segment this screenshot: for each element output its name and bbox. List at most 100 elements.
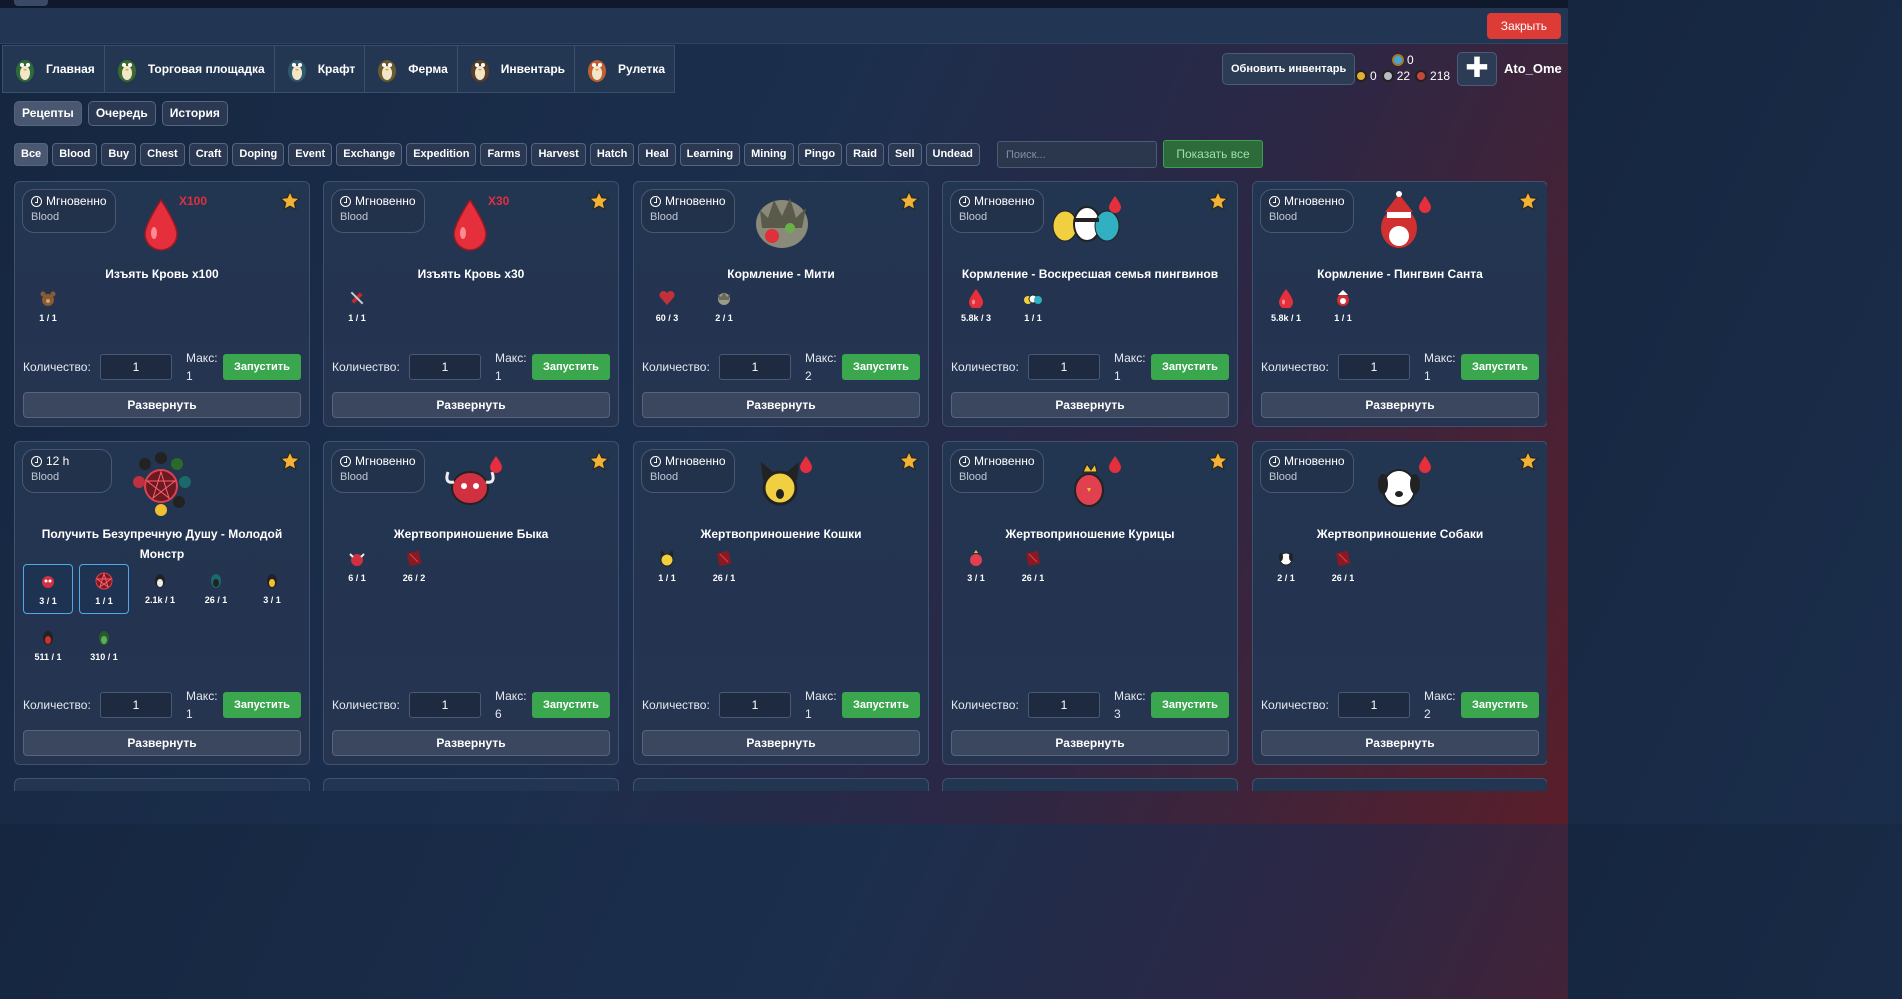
ingredient[interactable]: 3 / 1 [23, 564, 73, 614]
ingredient[interactable]: 1 / 1 [1008, 282, 1058, 332]
refresh-inventory-button[interactable]: Обновить инвентарь [1222, 53, 1356, 85]
filter-chest[interactable]: Chest [140, 143, 185, 166]
filter-craft[interactable]: Craft [188, 143, 229, 166]
quantity-input[interactable] [1028, 692, 1100, 718]
ingredient[interactable]: 26 / 1 [191, 564, 241, 614]
run-button[interactable]: Запустить [842, 692, 920, 718]
ingredient[interactable]: 1 / 1 [1318, 282, 1368, 332]
ingredient[interactable]: 1 / 1 [332, 282, 382, 332]
run-button[interactable]: Запустить [223, 692, 301, 718]
quantity-input[interactable] [1338, 692, 1410, 718]
close-button[interactable]: Закрыть [1486, 13, 1561, 39]
run-button[interactable]: Запустить [1461, 692, 1539, 718]
expand-button[interactable]: Развернуть [642, 730, 920, 756]
expand-button[interactable]: Развернуть [23, 392, 301, 418]
ingredient[interactable]: 1 / 1 [642, 542, 692, 592]
run-button[interactable]: Запустить [1151, 692, 1229, 718]
favorite-star-icon[interactable] [897, 449, 921, 472]
ingredient[interactable]: 5.8k / 1 [1261, 282, 1311, 332]
filter-exchange[interactable]: Exchange [336, 143, 403, 166]
search-input[interactable] [997, 141, 1157, 168]
quantity-input[interactable] [719, 692, 791, 718]
quantity-input[interactable] [409, 354, 481, 380]
favorite-star-icon[interactable] [587, 189, 611, 212]
ingredient[interactable]: 26 / 1 [1008, 542, 1058, 592]
favorite-star-icon[interactable] [1516, 189, 1540, 212]
expand-button[interactable]: Развернуть [23, 730, 301, 756]
quantity-input[interactable] [409, 692, 481, 718]
filter-mining[interactable]: Mining [744, 143, 794, 166]
filter-buy[interactable]: Buy [101, 143, 137, 166]
favorite-star-icon[interactable] [897, 189, 921, 212]
window-handle[interactable] [14, 0, 48, 6]
penguin-family-icon [1023, 288, 1043, 308]
ingredient[interactable]: 310 / 1 [79, 621, 129, 671]
expand-button[interactable]: Развернуть [951, 730, 1229, 756]
filter-blood[interactable]: Blood [52, 143, 98, 166]
nav-tab-0[interactable]: Главная [2, 45, 105, 93]
ingredient[interactable]: 26 / 2 [389, 542, 439, 592]
favorite-star-icon[interactable] [278, 189, 302, 212]
nav-tab-3[interactable]: Ферма [364, 45, 458, 93]
ingredient[interactable]: 26 / 1 [699, 542, 749, 592]
quantity-input[interactable] [100, 354, 172, 380]
show-all-button[interactable]: Показать все [1163, 140, 1263, 168]
ingredient[interactable]: 60 / 3 [642, 282, 692, 332]
filter-undead[interactable]: Undead [925, 143, 980, 166]
run-button[interactable]: Запустить [532, 354, 610, 380]
favorite-star-icon[interactable] [278, 449, 302, 472]
subtab-history[interactable]: История [161, 101, 228, 126]
ingredient[interactable]: 1 / 1 [23, 282, 73, 332]
filter-pingo[interactable]: Pingo [797, 143, 843, 166]
ingredient[interactable]: 2.1k / 1 [135, 564, 185, 614]
expand-button[interactable]: Развернуть [1261, 392, 1539, 418]
run-button[interactable]: Запустить [1461, 354, 1539, 380]
expand-button[interactable]: Развернуть [332, 392, 610, 418]
filter-farms[interactable]: Farms [480, 143, 528, 166]
filter-sell[interactable]: Sell [887, 143, 922, 166]
favorite-star-icon[interactable] [587, 449, 611, 472]
ingredient[interactable]: 3 / 1 [247, 564, 297, 614]
nav-tab-4[interactable]: Инвентарь [456, 45, 576, 93]
subtab-recipes[interactable]: Рецепты [14, 101, 82, 126]
quantity-input[interactable] [100, 692, 172, 718]
filter-event[interactable]: Event [288, 143, 333, 166]
ingredient[interactable]: 511 / 1 [23, 621, 73, 671]
expand-button[interactable]: Развернуть [642, 392, 920, 418]
expand-button[interactable]: Развернуть [332, 730, 610, 756]
filter-learning[interactable]: Learning [679, 143, 741, 166]
run-button[interactable]: Запустить [842, 354, 920, 380]
filter-harvest[interactable]: Harvest [531, 143, 586, 166]
filter-doping[interactable]: Doping [232, 143, 285, 166]
ingredient[interactable]: 26 / 1 [1318, 542, 1368, 592]
max-label: Макс: [495, 351, 527, 365]
add-button[interactable]: ✚ [1457, 52, 1497, 86]
favorite-star-icon[interactable] [1516, 449, 1540, 472]
ingredient[interactable]: 1 / 1 [79, 564, 129, 614]
filter-все[interactable]: Все [14, 143, 49, 166]
expand-button[interactable]: Развернуть [951, 392, 1229, 418]
expand-button[interactable]: Развернуть [1261, 730, 1539, 756]
recipe-title: Изъять Кровь x100 [105, 267, 219, 281]
nav-tab-1[interactable]: Торговая площадка [103, 45, 275, 93]
quantity-input[interactable] [1028, 354, 1100, 380]
filter-hatch[interactable]: Hatch [589, 143, 635, 166]
run-button[interactable]: Запустить [1151, 354, 1229, 380]
quantity-input[interactable] [1338, 354, 1410, 380]
nav-tab-5[interactable]: Рулетка [574, 45, 676, 93]
favorite-star-icon[interactable] [1206, 449, 1230, 472]
run-button[interactable]: Запустить [532, 692, 610, 718]
nav-tab-2[interactable]: Крафт [273, 45, 366, 93]
filter-heal[interactable]: Heal [638, 143, 676, 166]
filter-raid[interactable]: Raid [846, 143, 884, 166]
ingredient[interactable]: 2 / 1 [699, 282, 749, 332]
subtab-queue[interactable]: Очередь [87, 101, 156, 126]
run-button[interactable]: Запустить [223, 354, 301, 380]
favorite-star-icon[interactable] [1206, 189, 1230, 212]
quantity-input[interactable] [719, 354, 791, 380]
ingredient[interactable]: 2 / 1 [1261, 542, 1311, 592]
ingredient[interactable]: 3 / 1 [951, 542, 1001, 592]
ingredient[interactable]: 6 / 1 [332, 542, 382, 592]
ingredient[interactable]: 5.8k / 3 [951, 282, 1001, 332]
filter-expedition[interactable]: Expedition [406, 143, 477, 166]
